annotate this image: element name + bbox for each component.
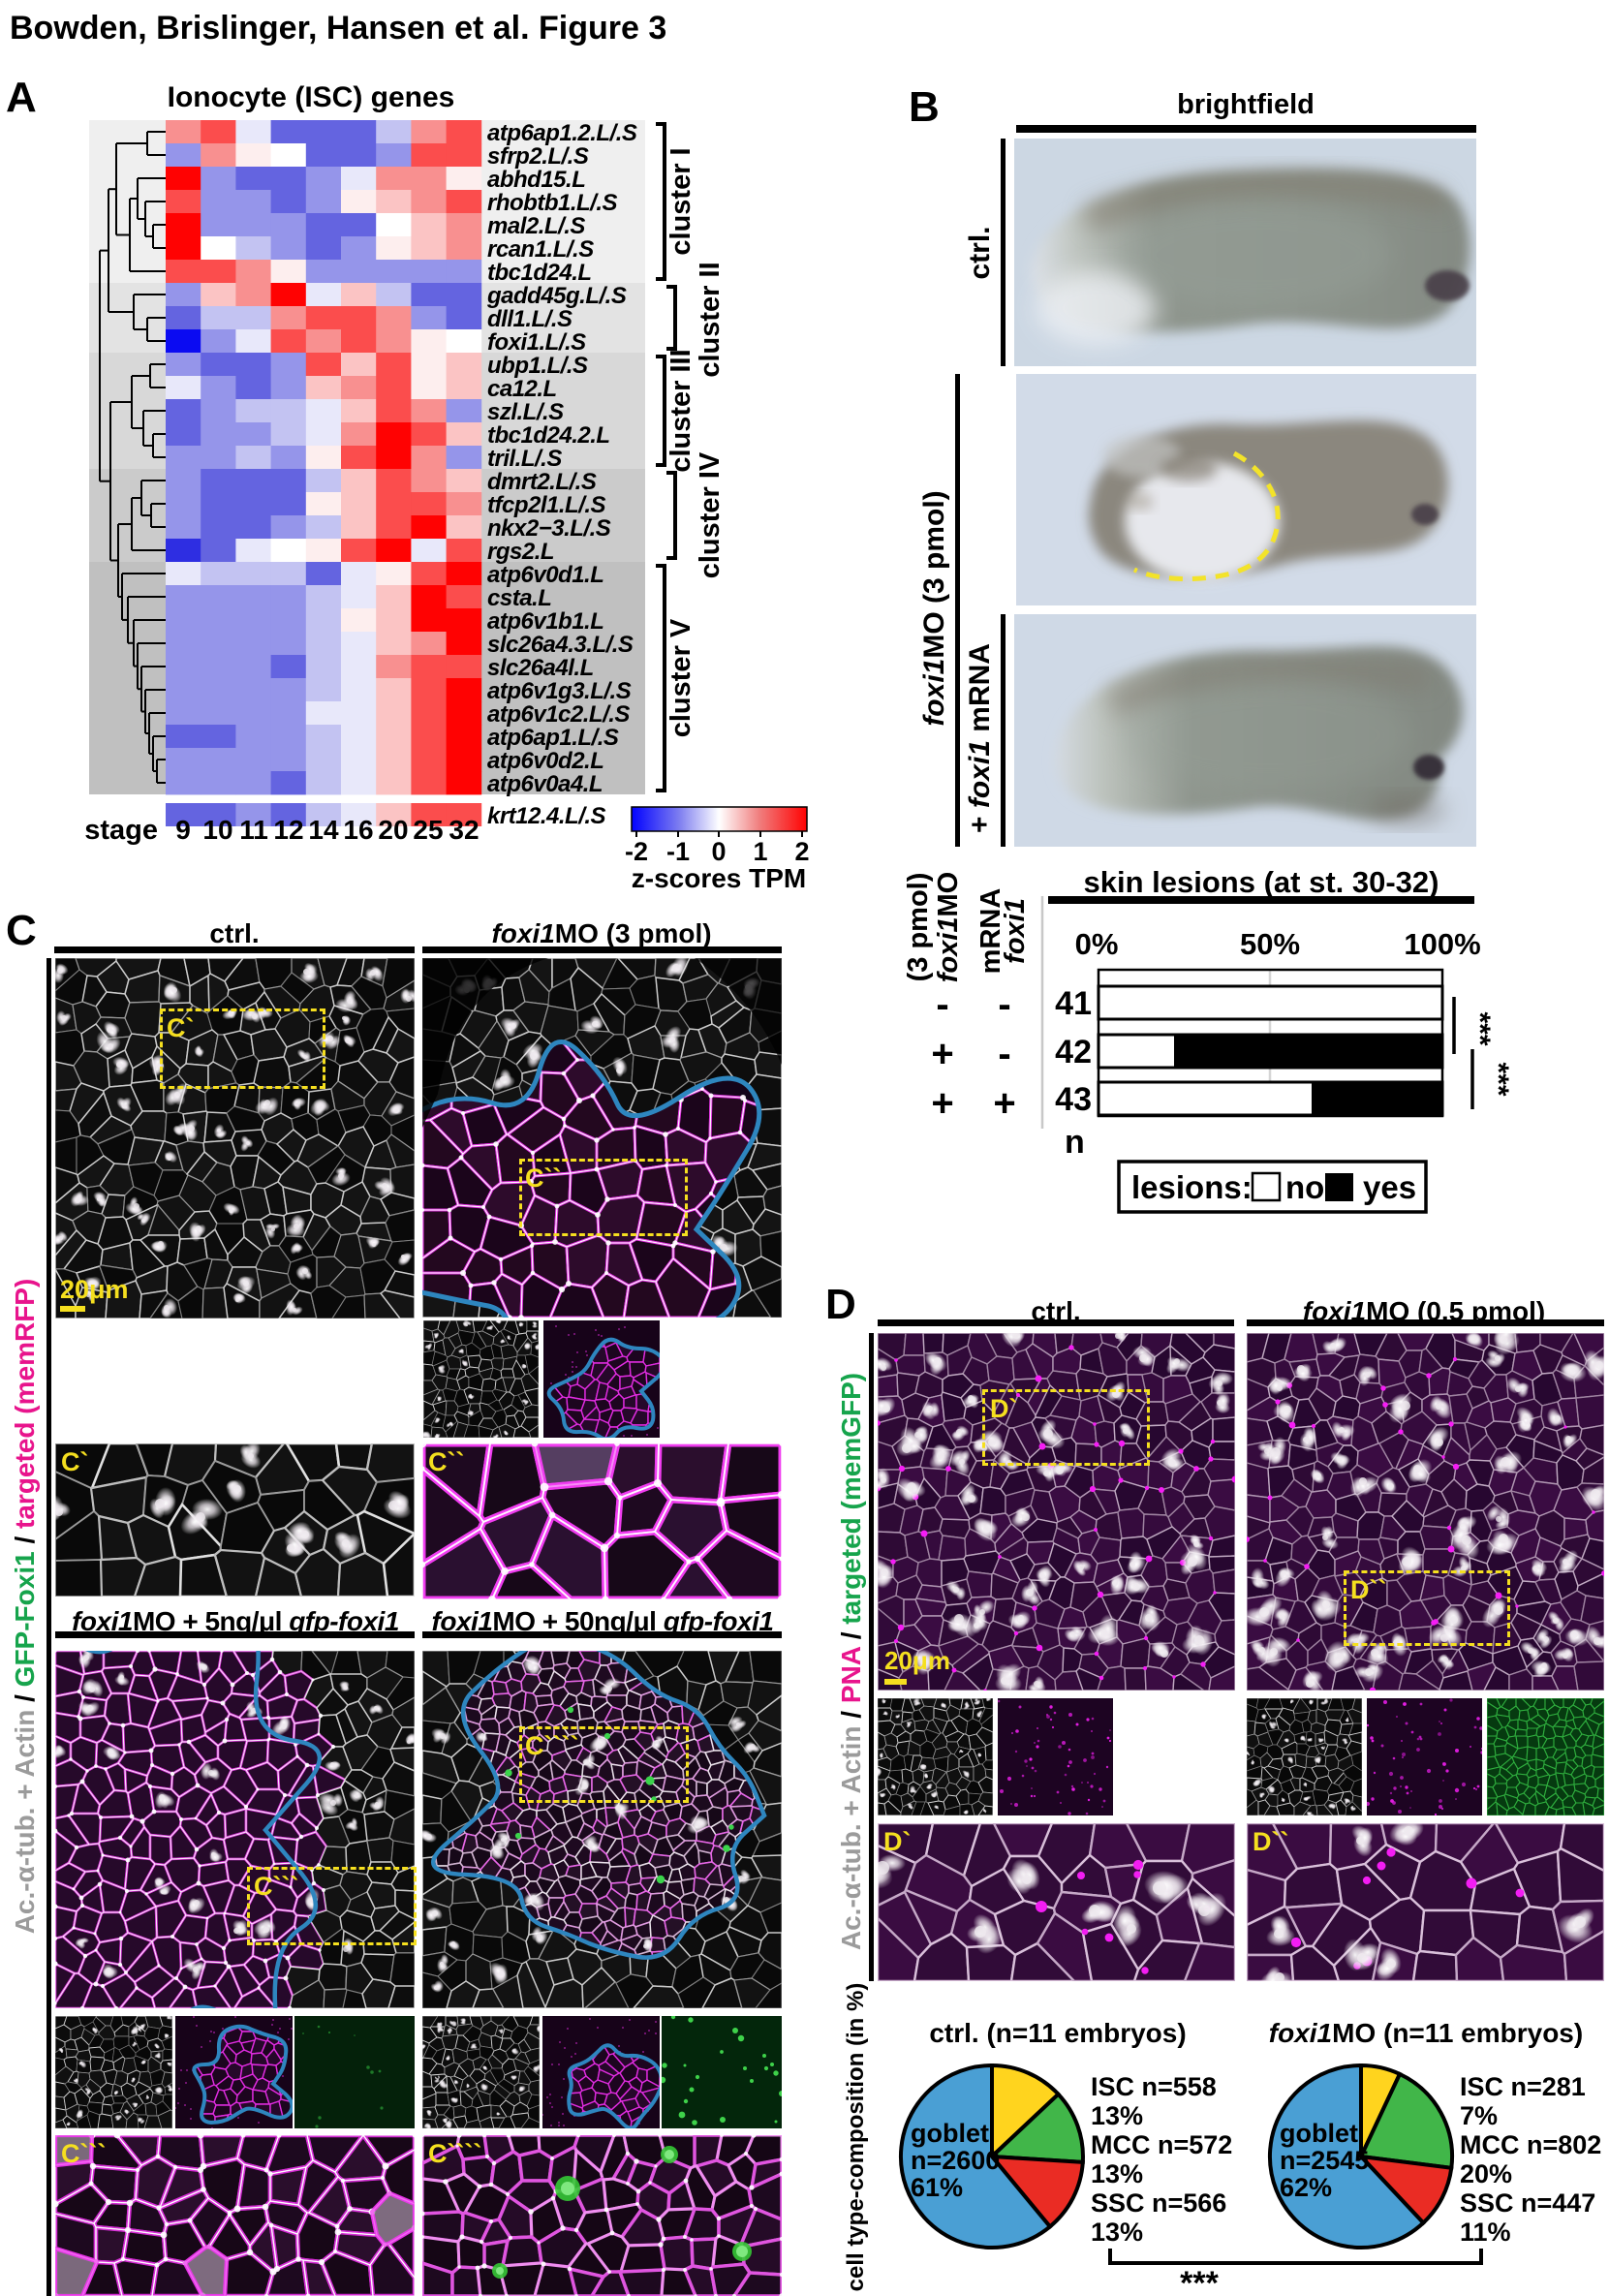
svg-text:atp6v1c2.L/.S: atp6v1c2.L/.S	[487, 701, 630, 728]
svg-text:cluster IV: cluster IV	[695, 451, 726, 578]
svg-text:tfcp2l1.L/.S: tfcp2l1.L/.S	[487, 492, 606, 518]
svg-text:+: +	[931, 1082, 953, 1125]
svg-text:atp6v0d2.L: atp6v0d2.L	[487, 748, 603, 774]
svg-text:stage: stage	[84, 815, 158, 846]
svg-text:11: 11	[239, 815, 268, 845]
svg-text:slc26a4.3.L/.S: slc26a4.3.L/.S	[487, 632, 634, 658]
svg-text:szl.L/.S: szl.L/.S	[487, 399, 564, 425]
svg-text:16: 16	[343, 815, 373, 845]
svg-text:z-scores TPM: z-scores TPM	[632, 863, 807, 893]
svg-text:-: -	[936, 983, 948, 1026]
svg-text:foxi1MO: foxi1MO	[933, 872, 964, 982]
svg-text:ca12.L: ca12.L	[487, 376, 557, 402]
svg-text:1: 1	[753, 837, 767, 866]
svg-text:0%: 0%	[1075, 927, 1119, 961]
svg-text:dll1.L/.S: dll1.L/.S	[487, 306, 572, 332]
svg-text:20: 20	[378, 815, 408, 845]
svg-text:atp6v1g3.L/.S: atp6v1g3.L/.S	[487, 678, 632, 704]
svg-text:25: 25	[413, 815, 443, 845]
svg-text:tril.L/.S: tril.L/.S	[487, 446, 562, 472]
svg-text:cluster III: cluster III	[665, 349, 696, 472]
svg-text:abhd15.L: abhd15.L	[487, 167, 585, 193]
svg-text:nkx2−3.L/.S: nkx2−3.L/.S	[487, 515, 611, 542]
svg-text:A: A	[6, 74, 37, 121]
svg-text:14: 14	[308, 815, 339, 845]
svg-text:-2: -2	[625, 837, 648, 866]
svg-text:gadd45g.L/.S: gadd45g.L/.S	[486, 283, 627, 309]
svg-text:ubp1.L/.S: ubp1.L/.S	[487, 353, 588, 379]
svg-text:41: 41	[1055, 985, 1092, 1022]
svg-text:rhobtb1.L/.S: rhobtb1.L/.S	[487, 190, 617, 216]
svg-text:-: -	[998, 983, 1010, 1026]
svg-text:krt12.4.L/.S: krt12.4.L/.S	[487, 803, 606, 829]
svg-text:0: 0	[711, 837, 726, 866]
svg-text:skin lesions (at st. 30-32): skin lesions (at st. 30-32)	[1084, 865, 1439, 899]
svg-text:12: 12	[273, 815, 303, 845]
svg-text:9: 9	[175, 815, 191, 845]
svg-text:+: +	[931, 1033, 953, 1075]
svg-text:no: no	[1285, 1169, 1324, 1205]
svg-text:mRNA: mRNA	[975, 888, 1006, 975]
svg-text:2: 2	[794, 837, 809, 866]
svg-text:mal2.L/.S: mal2.L/.S	[487, 213, 585, 239]
svg-text:-1: -1	[666, 837, 690, 866]
svg-text:32: 32	[449, 815, 479, 845]
svg-text:cluster I: cluster I	[665, 147, 696, 255]
svg-text:dmrt2.L/.S: dmrt2.L/.S	[487, 469, 597, 495]
svg-text:***: ***	[1482, 1062, 1514, 1096]
svg-text:tbc1d24.2.L: tbc1d24.2.L	[487, 422, 610, 449]
svg-text:atp6v0a4.L: atp6v0a4.L	[487, 771, 603, 797]
svg-text:atp6v1b1.L: atp6v1b1.L	[487, 608, 603, 635]
svg-text:42: 42	[1055, 1034, 1092, 1070]
svg-text:-: -	[998, 1033, 1010, 1075]
svg-text:atp6ap1.2.L/.S: atp6ap1.2.L/.S	[487, 120, 637, 146]
svg-text:atp6ap1.L/.S: atp6ap1.L/.S	[487, 725, 619, 751]
svg-text:csta.L: csta.L	[487, 585, 551, 611]
svg-text:rgs2.L: rgs2.L	[487, 539, 554, 565]
svg-text:foxi1: foxi1	[1000, 898, 1031, 964]
svg-text:rcan1.L/.S: rcan1.L/.S	[487, 236, 594, 263]
svg-text:+: +	[993, 1082, 1015, 1125]
svg-text:***: ***	[1464, 1011, 1496, 1045]
svg-text:tbc1d24.L: tbc1d24.L	[487, 260, 592, 286]
svg-text:atp6v0d1.L: atp6v0d1.L	[487, 562, 603, 588]
svg-text:Ionocyte (ISC) genes: Ionocyte (ISC) genes	[168, 81, 455, 113]
svg-text:cluster II: cluster II	[695, 262, 726, 377]
svg-text:slc26a4l.L: slc26a4l.L	[487, 655, 594, 681]
svg-text:cluster V: cluster V	[665, 618, 696, 737]
svg-text:yes: yes	[1363, 1169, 1416, 1205]
svg-text:(3 pmol): (3 pmol)	[903, 873, 934, 982]
svg-text:lesions:: lesions:	[1131, 1169, 1253, 1205]
svg-text:10: 10	[202, 815, 232, 845]
svg-text:sfrp2.L/.S: sfrp2.L/.S	[487, 143, 589, 170]
svg-text:n: n	[1065, 1124, 1085, 1161]
svg-text:43: 43	[1055, 1081, 1092, 1118]
svg-text:50%: 50%	[1240, 927, 1300, 961]
svg-text:foxi1.L/.S: foxi1.L/.S	[487, 329, 586, 356]
svg-text:100%: 100%	[1404, 927, 1480, 961]
